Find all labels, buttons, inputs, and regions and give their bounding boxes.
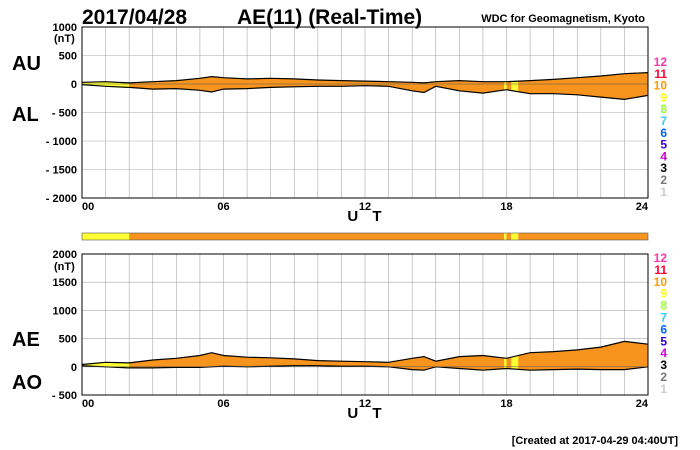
y-tick-label: - 1000 xyxy=(46,136,77,148)
area-fill xyxy=(82,72,648,100)
au-al-unit-label: (nT) xyxy=(54,33,75,45)
legend-item-12: 12 xyxy=(654,251,668,265)
y-tick-label: - 500 xyxy=(52,108,77,120)
ao-label: AO xyxy=(12,372,42,394)
au-al-frame xyxy=(81,26,649,199)
legend-item-5: 5 xyxy=(660,334,667,348)
legend-item-10: 10 xyxy=(654,79,668,93)
y-tick-label: - 2000 xyxy=(46,193,77,205)
ae-label: AE xyxy=(12,329,40,351)
ae-ao-y-ticks: 2000 1500 1000 500 0 - 500 xyxy=(52,249,77,402)
x-tick-label: 12 xyxy=(359,398,371,410)
legend-item-9: 9 xyxy=(660,287,667,301)
quality-segment xyxy=(82,233,130,240)
au-al-x-axis-label: U T xyxy=(347,208,386,225)
legend-item-11: 11 xyxy=(654,67,667,81)
legend-item-1: 1 xyxy=(660,382,667,396)
x-tick-label: 18 xyxy=(500,398,512,410)
x-tick-label: 18 xyxy=(500,201,512,213)
created-timestamp: [Created at 2017-04-29 04:40UT] xyxy=(512,435,679,447)
quality10-overlay xyxy=(511,72,519,100)
x-tick-label: 00 xyxy=(82,201,94,213)
ae-ao-grid xyxy=(82,254,648,395)
quality-bar-frame xyxy=(81,232,649,241)
legend-item-3: 3 xyxy=(660,161,667,175)
quality10-overlay xyxy=(504,72,507,100)
upper-series-line xyxy=(81,340,649,366)
ae-ao-unit-label: (nT) xyxy=(54,261,75,273)
lower-series-line xyxy=(81,365,649,371)
quality10-overlay xyxy=(504,341,507,371)
legend-item-8: 8 xyxy=(660,102,667,116)
lower-series-line xyxy=(81,84,649,101)
y-tick-label: 500 xyxy=(59,334,77,346)
au-al-grid xyxy=(82,27,648,198)
y-tick-label: - 1500 xyxy=(46,165,77,177)
y-tick-label: 0 xyxy=(71,362,77,374)
x-tick-label: 06 xyxy=(217,398,229,410)
y-tick-label: 2000 xyxy=(53,249,77,261)
legend-item-7: 7 xyxy=(660,114,667,128)
x-tick-label: 12 xyxy=(359,201,371,213)
upper-series-line xyxy=(81,72,649,84)
legend-item-10: 10 xyxy=(654,275,668,289)
y-tick-label: 0 xyxy=(71,79,77,91)
quality-segment xyxy=(506,233,512,240)
x-tick-label: 06 xyxy=(217,201,229,213)
quality-segment xyxy=(518,233,648,240)
au-al-x-ticks: 00 06 12 18 24 xyxy=(82,201,649,213)
quality-segment xyxy=(504,233,507,240)
legend-item-7: 7 xyxy=(660,311,667,325)
legend-item-3: 3 xyxy=(660,358,667,372)
legend-item-2: 2 xyxy=(660,370,667,384)
legend-item-12: 12 xyxy=(654,55,668,69)
ae-ao-x-axis-label: U T xyxy=(347,405,386,422)
quality-segment xyxy=(129,233,505,240)
index-title: AE(11) (Real-Time) xyxy=(237,6,422,29)
y-tick-label: 1500 xyxy=(53,277,77,289)
quality10-overlay xyxy=(511,341,519,371)
ae-ao-frame xyxy=(81,253,649,396)
legend-item-9: 9 xyxy=(660,90,667,104)
y-tick-label: 1000 xyxy=(53,22,77,34)
au-al-y-ticks: 1000 500 0 - 500 - 1000 - 1500 - 2000 xyxy=(46,22,77,205)
y-tick-label: 1000 xyxy=(53,305,77,317)
legend-item-1: 1 xyxy=(660,185,667,199)
x-tick-label: 24 xyxy=(636,398,649,410)
legend-item-4: 4 xyxy=(660,346,667,360)
legend-item-5: 5 xyxy=(660,138,667,152)
x-tick-label: 00 xyxy=(82,398,94,410)
legend-item-6: 6 xyxy=(660,126,667,140)
legend-item-11: 11 xyxy=(654,263,667,277)
legend-item-6: 6 xyxy=(660,322,667,336)
source-label: WDC for Geomagnetism, Kyoto xyxy=(481,13,645,25)
legend-item-2: 2 xyxy=(660,173,667,187)
x-tick-label: 24 xyxy=(636,201,649,213)
legend-item-8: 8 xyxy=(660,299,667,313)
au-label: AU xyxy=(12,53,41,75)
date-title: 2017/04/28 xyxy=(82,6,187,29)
al-label: AL xyxy=(12,104,39,126)
ae-ao-x-ticks: 00 06 12 18 24 xyxy=(82,398,649,410)
y-tick-label: - 500 xyxy=(52,390,77,402)
quality-segment xyxy=(511,233,519,240)
y-tick-label: 500 xyxy=(59,51,77,63)
quality-bar xyxy=(82,233,648,240)
legend-item-4: 4 xyxy=(660,149,667,163)
